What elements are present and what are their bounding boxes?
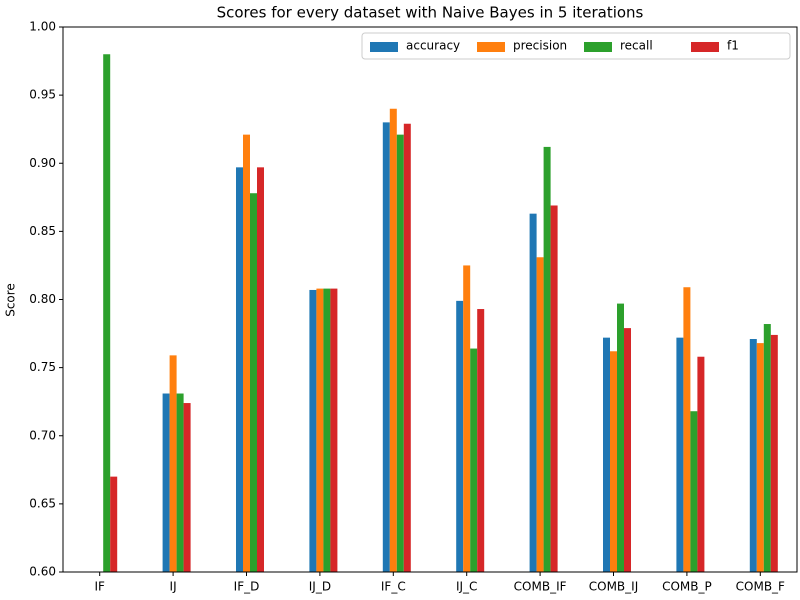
bar [169,355,177,572]
x-tick-label: IF_D [234,580,260,594]
bar [610,351,617,572]
bar [624,328,631,572]
x-tick-label: COMB_IJ [589,580,639,594]
bar [403,123,411,572]
bar [316,288,324,572]
legend-swatch [477,42,505,52]
legend-label: recall [620,39,653,53]
y-tick-label: 0.90 [29,156,56,170]
bar [617,303,624,572]
bar [756,343,764,572]
bar [470,348,478,572]
bar [536,257,544,572]
bar [550,205,558,572]
legend-swatch [584,42,612,52]
x-tick-label: COMB_F [736,580,785,594]
bar [162,393,170,572]
y-tick-label: 0.60 [29,565,56,579]
bar [603,337,610,572]
bar [323,288,331,572]
plot-area [103,54,778,572]
y-tick-label: 0.95 [29,88,56,102]
x-tick-label: COMB_IF [514,580,567,594]
legend-box [361,32,791,60]
x-tick-label: IJ [170,580,177,594]
bar [382,122,390,572]
bar [676,337,684,572]
legend-swatch [691,42,719,52]
y-tick-label: 1.00 [29,20,56,34]
legend-label: precision [513,39,567,53]
bar [690,411,698,572]
bar [456,300,464,572]
y-axis-label: Score [4,283,18,317]
bar [396,134,404,572]
bar [103,54,111,572]
x-tick-label: IJ_C [456,580,477,594]
x-tick-label: IF_C [381,580,406,594]
bar [250,193,257,572]
bar [697,356,705,572]
legend-label: accuracy [406,39,460,53]
bar [183,403,191,572]
bar [749,339,757,572]
bar [543,146,551,572]
bar [683,287,691,572]
chart-title: Scores for every dataset with Naive Baye… [217,4,644,22]
bar [110,476,118,572]
bar [330,288,338,572]
y-tick-label: 0.75 [29,360,56,374]
bar [763,324,771,572]
bar [463,265,471,572]
x-tick-label: IF [94,580,105,594]
bar [477,309,485,572]
bar [243,134,250,572]
legend-label: f1 [727,39,739,53]
bar [389,108,397,572]
legend-swatch [370,42,398,52]
bar [257,167,264,572]
y-tick-label: 0.65 [29,496,56,510]
y-tick-label: 0.80 [29,292,56,306]
bar [309,289,317,572]
bar [770,334,778,572]
x-tick-label: COMB_P [662,580,712,594]
bar [529,213,537,572]
y-tick-label: 0.70 [29,428,56,442]
bar [236,167,243,572]
y-tick-label: 0.85 [29,224,56,238]
x-tick-label: IJ_D [309,580,331,594]
bar [176,393,184,572]
